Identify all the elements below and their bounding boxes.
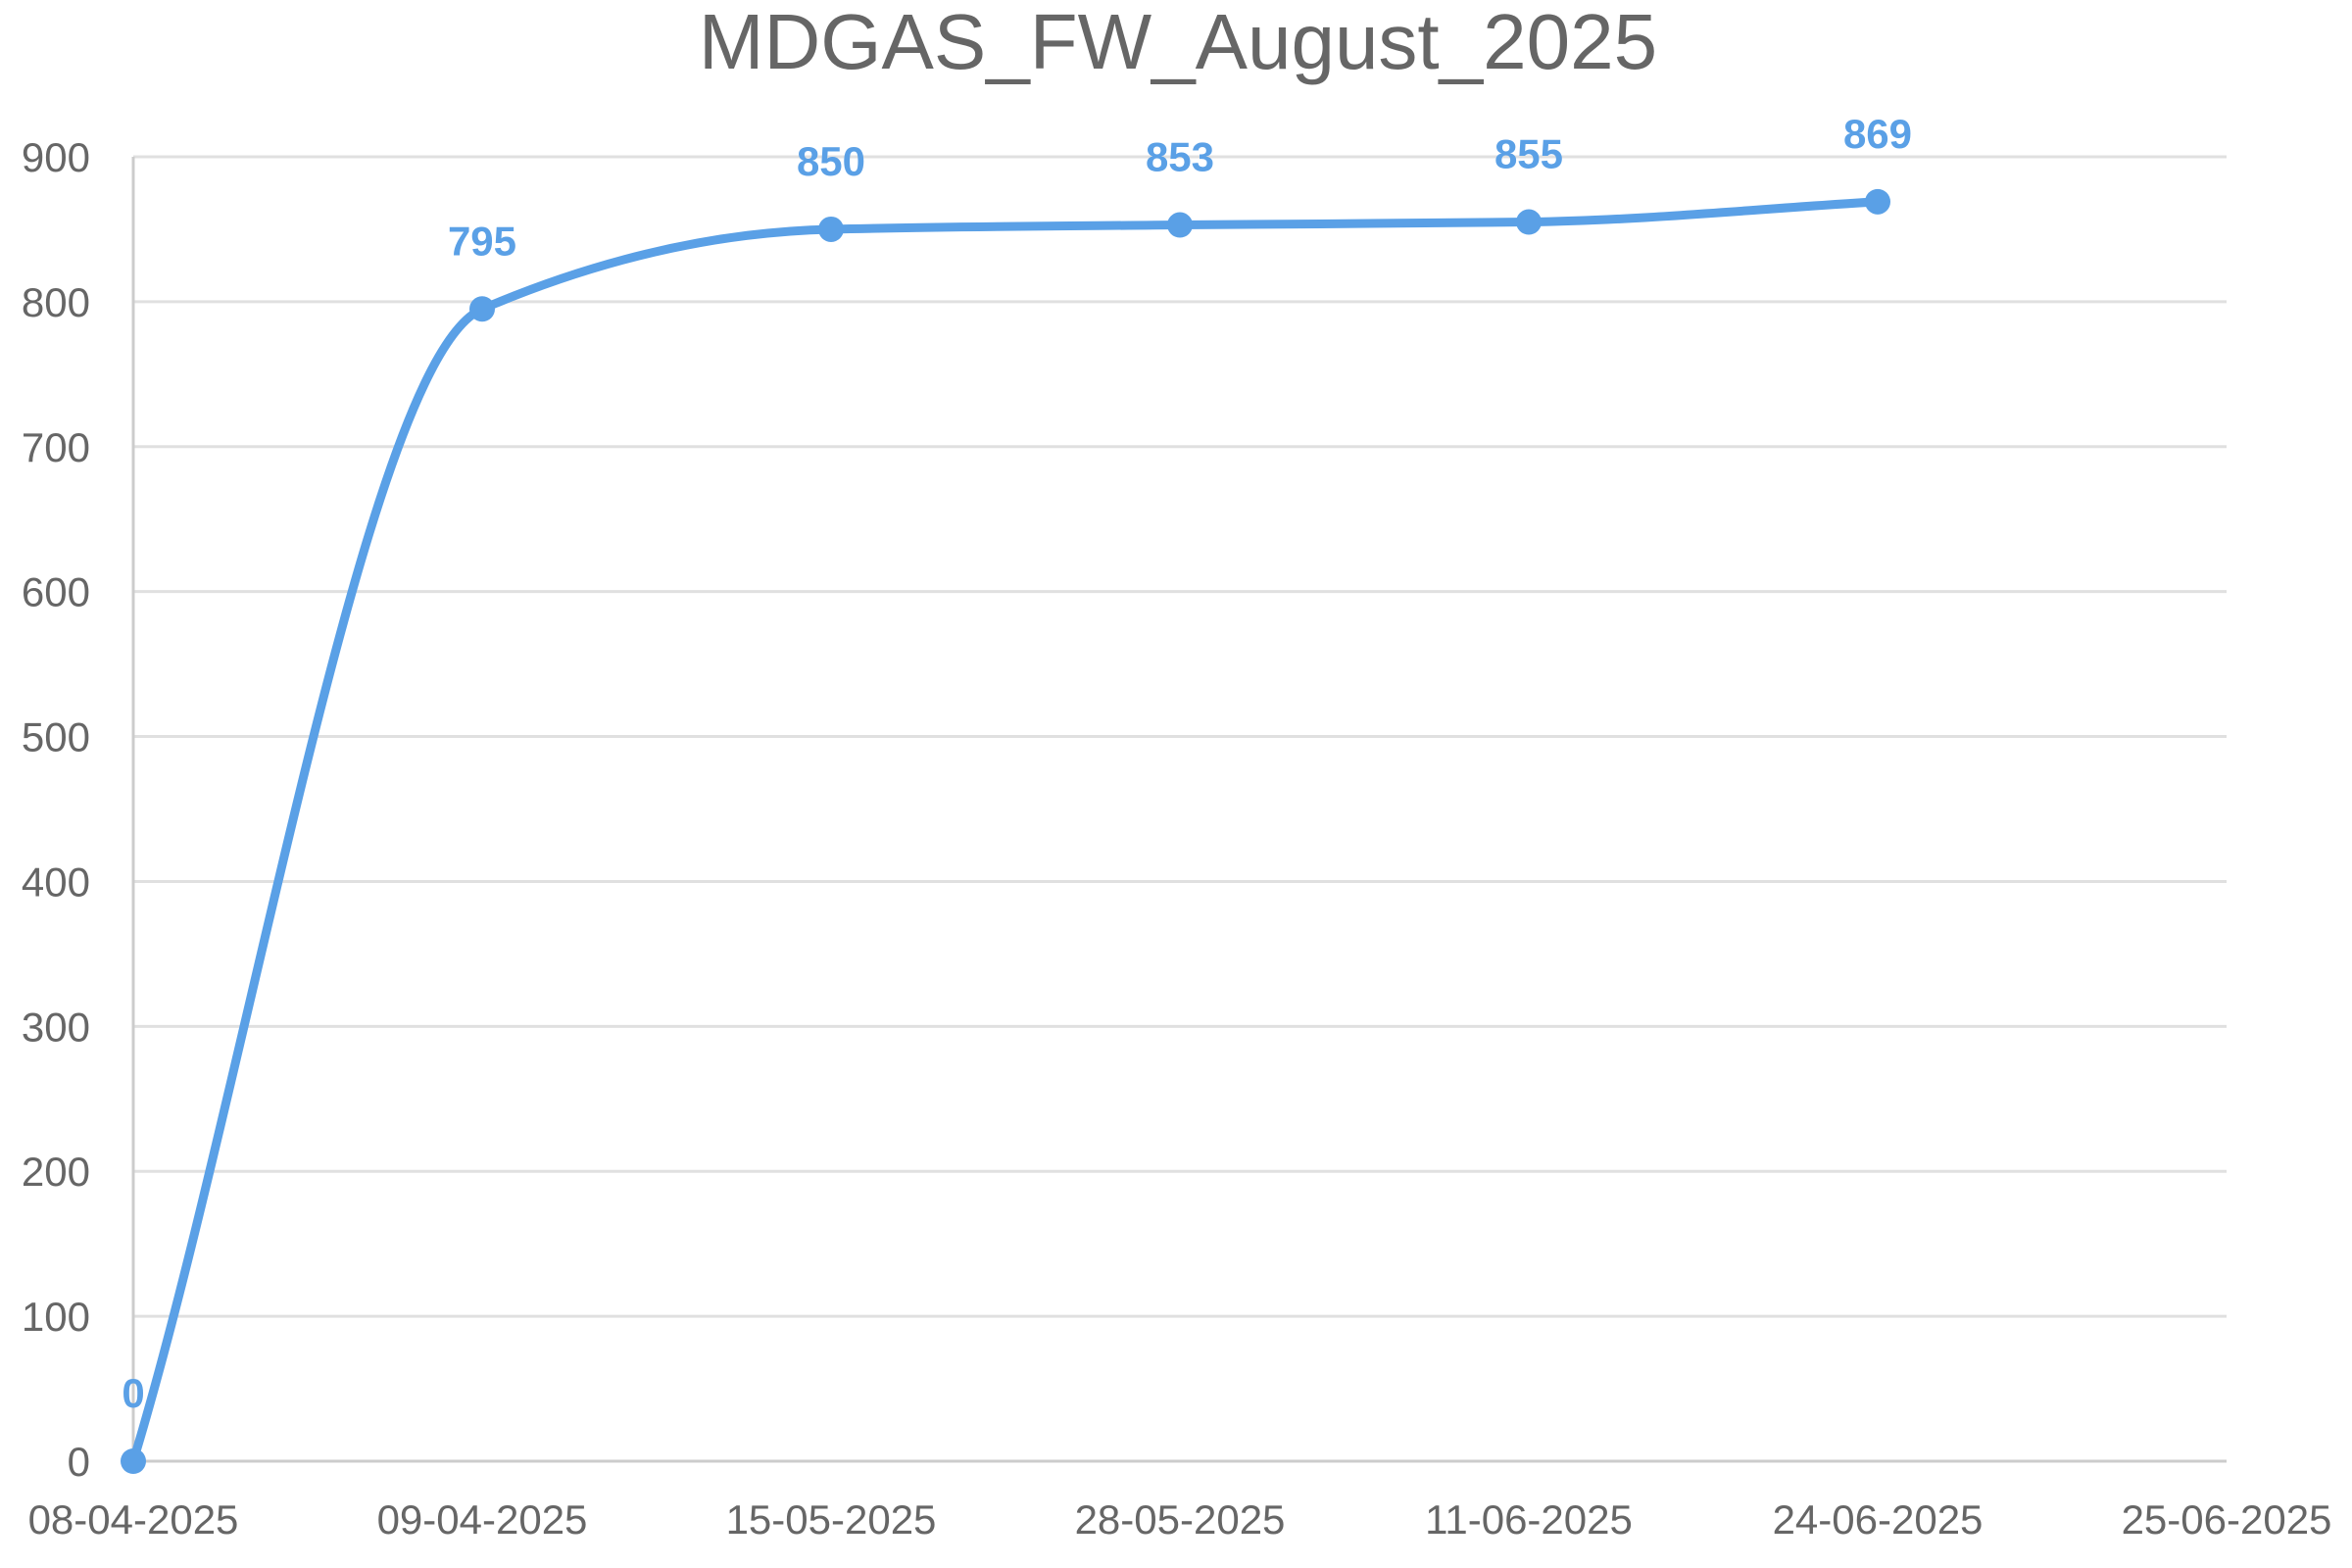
chart-title: MDGAS_FW_August_2025 (699, 0, 1657, 85)
y-tick-label: 900 (22, 134, 90, 180)
data-label: 0 (122, 1370, 144, 1416)
data-label: 869 (1843, 111, 1912, 157)
y-tick-label: 500 (22, 714, 90, 760)
data-point[interactable] (818, 216, 844, 242)
x-tick-label: 24-06-2025 (1773, 1496, 1984, 1543)
x-axis-tick-labels: 08-04-2025 09-04-2025 15-05-2025 28-05-2025… (28, 1496, 2332, 1543)
y-tick-label: 100 (22, 1294, 90, 1340)
series (121, 188, 1890, 1474)
data-point[interactable] (1167, 212, 1193, 238)
gridlines (133, 155, 2227, 1318)
x-tick-label: 09-04-2025 (377, 1496, 588, 1543)
y-tick-label: 0 (68, 1439, 90, 1485)
x-tick-label: 11-06-2025 (1425, 1496, 1633, 1543)
data-label: 795 (448, 218, 516, 264)
y-tick-label: 600 (22, 569, 90, 615)
axes (131, 157, 2227, 1463)
data-label: 850 (797, 138, 865, 184)
y-tick-label: 300 (22, 1004, 90, 1050)
x-tick-label: 15-05-2025 (726, 1496, 937, 1543)
data-point[interactable] (121, 1448, 146, 1474)
data-labels: 0 795 850 853 855 869 (122, 111, 1912, 1416)
data-label: 853 (1146, 134, 1214, 180)
y-tick-label: 200 (22, 1149, 90, 1195)
data-point[interactable] (1516, 209, 1542, 235)
series-line (128, 197, 1883, 1466)
y-axis-tick-labels: 0 100 200 300 400 500 600 700 800 900 (22, 134, 90, 1485)
data-label: 855 (1494, 131, 1563, 177)
x-tick-label: 28-05-2025 (1075, 1496, 1286, 1543)
y-tick-label: 800 (22, 279, 90, 325)
y-tick-label: 700 (22, 424, 90, 470)
x-tick-label: 25-06-2025 (2122, 1496, 2332, 1543)
data-point[interactable] (1865, 188, 1890, 215)
data-point[interactable] (469, 296, 495, 322)
y-tick-label: 400 (22, 858, 90, 905)
x-tick-label: 08-04-2025 (28, 1496, 239, 1543)
